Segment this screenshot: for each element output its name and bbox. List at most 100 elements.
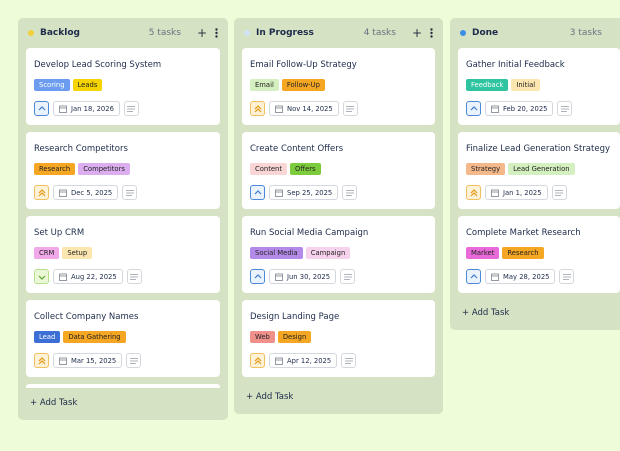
notes-icon[interactable] — [126, 353, 142, 368]
task-card[interactable]: Finalize Lead Generation Strategy Strateg… — [458, 132, 620, 209]
tag: Data Gathering — [63, 331, 126, 343]
menu-icon[interactable] — [215, 27, 218, 39]
tag: Research — [502, 247, 544, 259]
notes-icon[interactable] — [122, 185, 138, 200]
due-date[interactable]: Aug 22, 2025 — [53, 269, 123, 284]
date-text: Dec 5, 2025 — [71, 188, 113, 197]
column: In Progress 4 tasks + Email Follow-Up Strat… — [234, 18, 443, 414]
due-date[interactable]: Jan 1, 2025 — [485, 185, 548, 200]
notes-icon[interactable] — [126, 269, 142, 284]
notes-icon[interactable] — [342, 101, 358, 116]
plus-icon: + — [462, 308, 472, 318]
task-card[interactable]: Design Landing Page Web Design Apr 12, 2025 — [242, 300, 435, 377]
due-date[interactable]: Mar 15, 2025 — [53, 353, 123, 368]
priority-icon[interactable] — [250, 353, 265, 368]
priority-icon[interactable] — [34, 101, 49, 116]
notes-icon[interactable] — [557, 101, 573, 116]
card-title: Set Up CRM — [34, 228, 85, 238]
priority-icon[interactable] — [466, 185, 481, 200]
tag-list: Lead Data Gathering — [34, 331, 126, 343]
task-card[interactable]: Run Social Media Campaign Social Media Cam… — [242, 216, 435, 293]
card-title: Design Landing Page — [250, 312, 340, 322]
task-card[interactable]: Email Follow-Up Strategy Email Follow-Up No… — [242, 48, 435, 125]
menu-icon[interactable] — [430, 27, 433, 39]
due-date[interactable]: Dec 5, 2025 — [53, 185, 119, 200]
task-card[interactable]: Create Content Offers Content Offers Sep 25… — [242, 132, 435, 209]
due-date[interactable]: May 28, 2025 — [485, 269, 556, 284]
date-text: May 28, 2025 — [503, 272, 550, 281]
tag: Web — [250, 331, 275, 343]
card-edge — [26, 384, 220, 388]
date-text: Feb 20, 2025 — [503, 104, 548, 113]
add-task-button[interactable]: + Add Task — [30, 398, 77, 408]
status-dot — [460, 30, 466, 36]
tag: Design — [277, 331, 312, 343]
card-meta: Dec 5, 2025 — [34, 185, 138, 200]
card-title: Finalize Lead Generation Strategy — [466, 144, 611, 154]
notes-icon[interactable] — [341, 353, 357, 368]
notes-icon[interactable] — [559, 269, 575, 284]
notes-icon[interactable] — [342, 185, 358, 200]
add-task-button[interactable]: + Add Task — [246, 392, 293, 402]
due-date[interactable]: Feb 20, 2025 — [485, 101, 554, 116]
notes-icon[interactable] — [123, 101, 139, 116]
plus-icon: + — [30, 398, 40, 408]
plus-icon: + — [246, 392, 256, 402]
priority-icon[interactable] — [250, 101, 265, 116]
notes-icon[interactable] — [551, 185, 567, 200]
notes-icon[interactable] — [340, 269, 356, 284]
tag: Research — [34, 163, 76, 175]
due-date[interactable]: Apr 12, 2025 — [269, 353, 338, 368]
task-card[interactable]: Develop Lead Scoring System Scoring Leads J… — [26, 48, 220, 125]
priority-icon[interactable] — [466, 269, 481, 284]
card-meta: Mar 15, 2025 — [34, 353, 142, 368]
due-date[interactable]: Sep 25, 2025 — [269, 185, 339, 200]
due-date[interactable]: Jun 30, 2025 — [269, 269, 337, 284]
date-text: Mar 15, 2025 — [71, 356, 117, 365]
task-card[interactable]: Collect Company Names Lead Data Gathering M… — [26, 300, 220, 377]
card-meta: Nov 14, 2025 — [250, 101, 358, 116]
tag: Strategy — [466, 163, 506, 175]
priority-icon[interactable] — [34, 269, 49, 284]
due-date[interactable]: Nov 14, 2025 — [269, 101, 339, 116]
tag: Offers — [290, 163, 321, 175]
date-text: Jan 18, 2026 — [71, 104, 114, 113]
add-task-button[interactable]: + Add Task — [462, 308, 509, 318]
priority-icon[interactable] — [466, 101, 481, 116]
priority-icon[interactable] — [250, 269, 265, 284]
tag: Lead Generation — [508, 163, 575, 175]
task-card[interactable]: Research Competitors Research Competitors D… — [26, 132, 220, 209]
tag-list: CRM Setup — [34, 247, 93, 259]
tag-list: Email Follow-Up — [250, 79, 325, 91]
date-text: Sep 25, 2025 — [287, 188, 333, 197]
add-icon[interactable]: + — [196, 26, 207, 40]
date-text: Nov 14, 2025 — [287, 104, 333, 113]
tag-list: Research Competitors — [34, 163, 130, 175]
task-count: 3 tasks — [569, 28, 602, 38]
add-icon[interactable]: + — [411, 26, 422, 40]
column: Done 3 tasks Gather Initial Feedback Feedba… — [450, 18, 620, 330]
priority-icon[interactable] — [250, 185, 265, 200]
task-card[interactable]: Gather Initial Feedback Feedback Initial Fe… — [458, 48, 620, 125]
status-dot — [28, 30, 34, 36]
tag-list: Web Design — [250, 331, 312, 343]
date-text: Apr 12, 2025 — [287, 356, 332, 365]
tag-list: Market Research — [466, 247, 544, 259]
task-count: 5 tasks — [148, 28, 181, 38]
tag-list: Social Media Campaign — [250, 247, 351, 259]
task-card[interactable]: Complete Market Research Market Research Ma… — [458, 216, 620, 293]
priority-icon[interactable] — [34, 353, 49, 368]
tag-list: Scoring Leads — [34, 79, 103, 91]
card-title: Gather Initial Feedback — [466, 60, 565, 70]
due-date[interactable]: Jan 18, 2026 — [53, 101, 120, 116]
tag: Setup — [62, 247, 93, 259]
tag-list: Feedback Initial — [466, 79, 541, 91]
priority-icon[interactable] — [34, 185, 49, 200]
task-count: 4 tasks — [363, 28, 396, 38]
add-task-label: Add Task — [39, 398, 78, 408]
card-meta: Jan 18, 2026 — [34, 101, 139, 116]
tag: Content — [250, 163, 288, 175]
card-title: Research Competitors — [34, 144, 128, 154]
task-card[interactable]: Set Up CRM CRM Setup Aug 22, 2025 — [26, 216, 220, 293]
tag: Follow-Up — [281, 79, 325, 91]
